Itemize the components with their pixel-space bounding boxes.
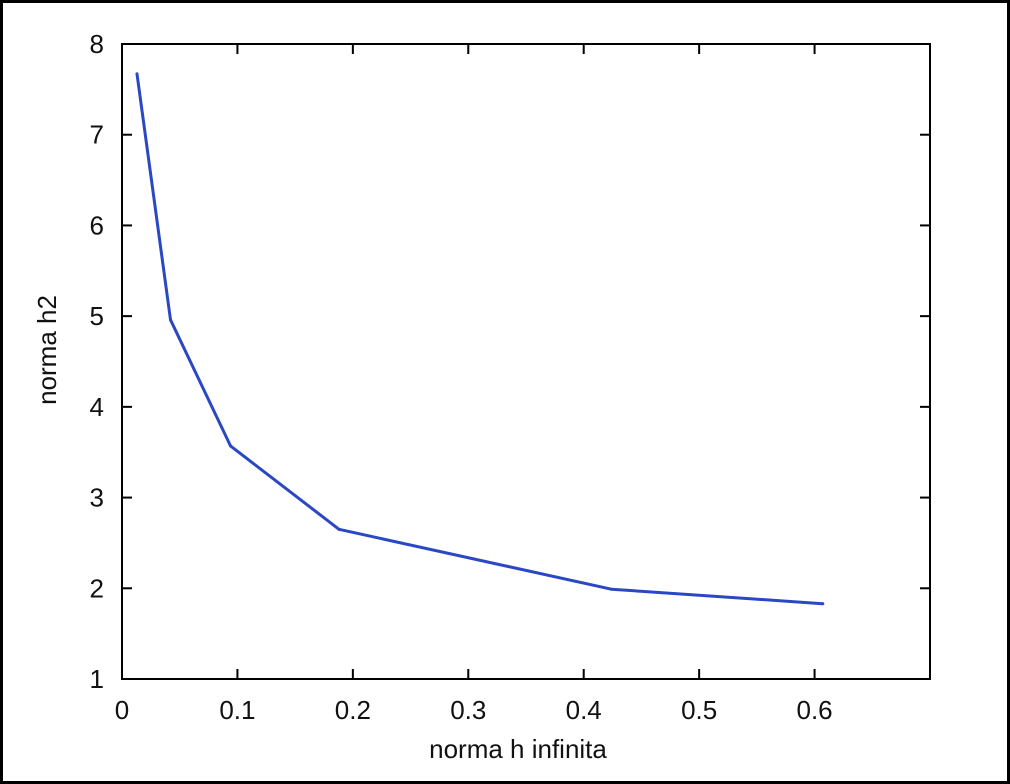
data-point (821, 602, 825, 606)
y-tick-label: 1 (90, 664, 104, 694)
y-axis: 1 2 3 4 5 6 7 8 (90, 29, 930, 694)
x-tick-label: 0.6 (796, 695, 832, 725)
y-axis-label: norma h2 (32, 295, 62, 405)
plot-area (121, 43, 931, 680)
y-tick-label: 6 (90, 210, 104, 240)
x-tick-label: 0.5 (681, 695, 717, 725)
y-tick-label: 2 (90, 573, 104, 603)
x-tick-label: 0.3 (450, 695, 486, 725)
data-point (609, 587, 613, 591)
data-point (337, 527, 341, 531)
x-axis: 0 0.1 0.2 0.3 0.4 0.5 0.6 (115, 44, 833, 725)
y-tick-label: 7 (90, 120, 104, 150)
data-point (135, 72, 139, 76)
series-group (135, 72, 825, 606)
y-tick-label: 4 (90, 392, 104, 422)
x-axis-label: norma h infinita (429, 734, 607, 764)
y-tick-label: 3 (90, 483, 104, 513)
x-tick-label: 0.2 (335, 695, 371, 725)
y-tick-label: 5 (90, 301, 104, 331)
data-point (168, 318, 172, 322)
y-tick-label: 8 (90, 29, 104, 59)
series-line (135, 72, 825, 606)
x-tick-label: 0 (115, 695, 129, 725)
x-tick-label: 0.1 (219, 695, 255, 725)
x-tick-label: 0.4 (566, 695, 602, 725)
data-point (229, 444, 233, 448)
